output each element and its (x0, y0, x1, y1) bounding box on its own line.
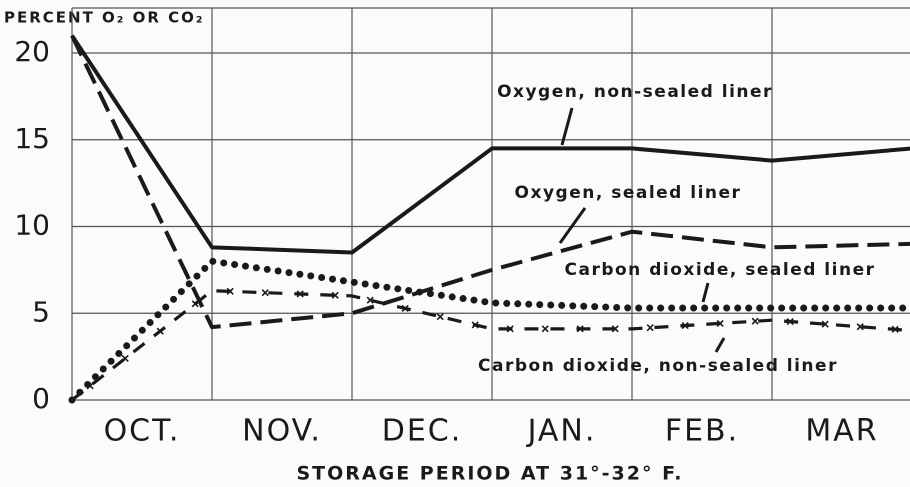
line-glyph (261, 289, 269, 297)
x-tick-label: FEB. (665, 414, 739, 449)
series-line (70, 34, 910, 330)
y-axis-label: PERCENT O₂ OR CO₂ (4, 9, 204, 27)
line-glyph (506, 325, 514, 333)
x-tick-label: MAR (805, 414, 878, 449)
leader-line (560, 107, 574, 146)
line-glyph (226, 287, 234, 295)
y-tick-label: 5 (32, 295, 50, 328)
line-glyph (156, 327, 164, 335)
x-tick-label: JAN. (526, 414, 597, 449)
series-label: Carbon dioxide, sealed liner (565, 260, 876, 280)
x-axis-label: STORAGE PERIOD AT 31°-32° F. (296, 463, 683, 485)
series-line (68, 257, 910, 404)
line-glyph (86, 382, 94, 390)
line-glyph (576, 325, 584, 333)
y-tick-label: 0 (32, 382, 50, 415)
line-glyph (541, 325, 549, 333)
line-glyph (716, 319, 724, 327)
line-glyph (856, 323, 864, 331)
line-glyph (296, 290, 304, 298)
leader-line (558, 207, 587, 244)
line-glyph (786, 317, 794, 326)
series-label: Oxygen, sealed liner (515, 183, 742, 203)
series-line (71, 289, 910, 402)
line-glyph (366, 296, 374, 304)
series-label: Carbon dioxide, non-sealed liner (478, 356, 838, 376)
series-line (70, 34, 910, 255)
x-tick-label: DEC. (382, 414, 463, 449)
line-glyph (646, 324, 654, 332)
x-tick-label: OCT. (104, 414, 181, 449)
line-glyph (121, 354, 129, 363)
leader-line (701, 282, 710, 303)
line-glyph (891, 325, 899, 333)
y-tick-label: 20 (14, 35, 50, 68)
line-glyph (401, 304, 409, 312)
x-tick-label: NOV. (242, 414, 322, 449)
line-glyph (471, 321, 479, 329)
line-glyph (331, 291, 339, 299)
series-label: Oxygen, non-sealed liner (497, 82, 773, 102)
y-tick-label: 15 (14, 122, 50, 155)
line-glyph (191, 300, 199, 308)
leader-line (714, 337, 726, 353)
line-glyph (611, 325, 619, 333)
y-tick-label: 10 (14, 209, 50, 242)
line-glyph (751, 317, 759, 325)
line-glyph (821, 320, 829, 328)
line-glyph (681, 322, 689, 330)
line-glyph (436, 313, 444, 321)
